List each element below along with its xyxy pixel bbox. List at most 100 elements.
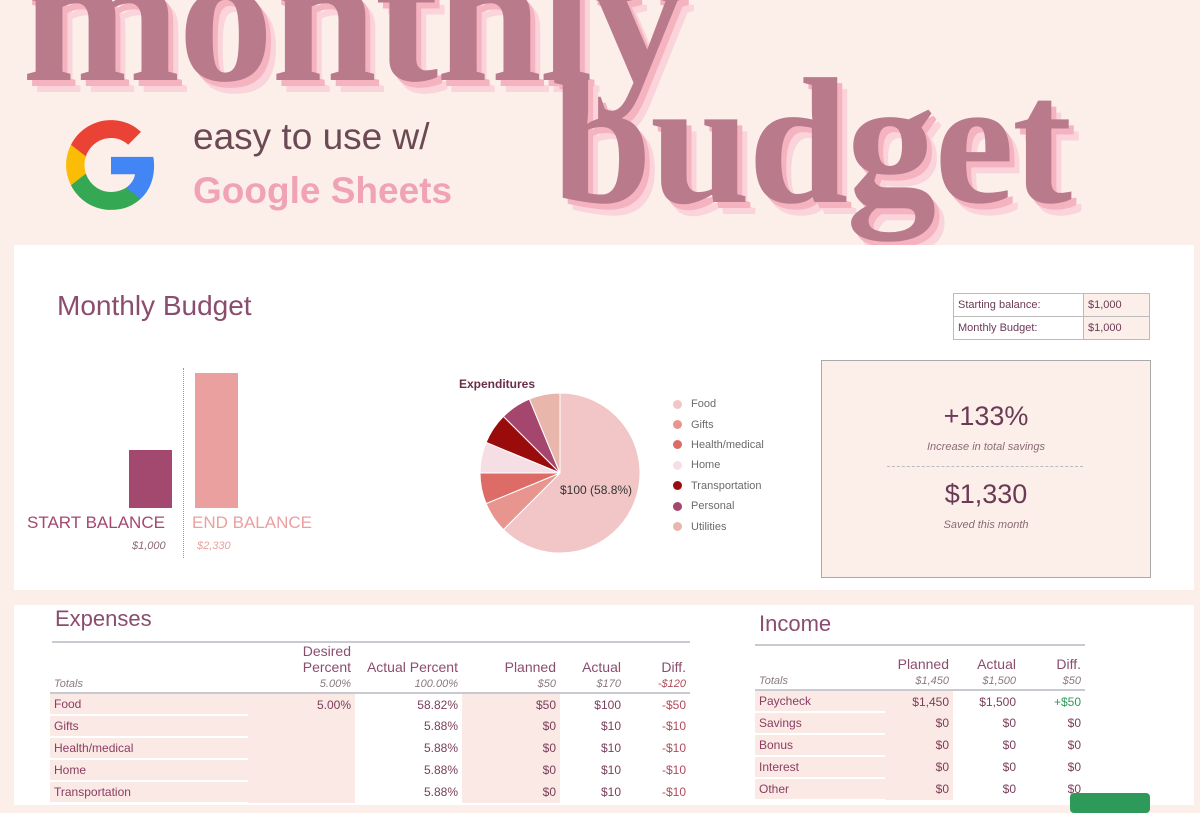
totals-planned: $50 (462, 675, 560, 694)
legend-swatch (673, 522, 682, 532)
income-name[interactable]: Bonus (755, 734, 885, 757)
income-row: Paycheck $1,450 $1,500 +$50 (755, 690, 1085, 713)
income-row: Savings $0 $0 $0 (755, 712, 1085, 735)
legend-label: Home (691, 459, 721, 472)
diff[interactable]: $0 (1067, 760, 1081, 774)
planned[interactable]: $50 (462, 693, 560, 715)
actual-percent[interactable]: 5.88% (423, 719, 458, 733)
legend-label: Food (691, 398, 717, 411)
actual[interactable]: $10 (600, 719, 621, 733)
income-row: Interest $0 $0 $0 (755, 756, 1085, 779)
income-name[interactable]: Interest (755, 756, 885, 779)
desired-percent[interactable]: 5.00% (248, 693, 355, 715)
starting-balance-label: Starting balance: (953, 293, 1084, 317)
expense-name[interactable]: Gifts (50, 715, 248, 738)
bar-divider (183, 368, 184, 558)
hero-title-line2: budget (552, 42, 1072, 241)
desired-percent[interactable] (248, 781, 355, 803)
income-row: Other $0 $0 $0 (755, 778, 1085, 801)
col-actual: Actual (977, 656, 1016, 672)
actual[interactable]: $10 (600, 785, 621, 799)
diff[interactable]: -$10 (661, 785, 686, 799)
expense-row: Home 5.88% $0 $10 -$10 (50, 759, 690, 782)
desired-percent[interactable] (248, 715, 355, 737)
balance-table: Starting balance: $1,000 Monthly Budget: $… (953, 293, 1150, 340)
actual-percent[interactable]: 58.82% (417, 697, 458, 712)
actual[interactable]: $10 (600, 741, 621, 755)
totals-actual: $170 (560, 675, 625, 694)
diff[interactable]: $0 (1067, 738, 1081, 752)
legend-swatch (673, 460, 682, 470)
legend-item: Personal (673, 496, 764, 516)
planned[interactable]: $0 (462, 759, 560, 781)
income-table: Planned Actual Diff. Totals $1,450 $1,50… (755, 646, 1085, 801)
pie-slice-label: $100 (58.8%) (560, 483, 633, 497)
actual[interactable]: $0 (1002, 760, 1016, 774)
legend-label: Personal (691, 500, 735, 513)
totals-desired: 5.00% (248, 675, 355, 694)
income-name[interactable]: Paycheck (755, 690, 885, 713)
legend-item: Food (673, 394, 764, 414)
diff[interactable]: -$10 (661, 719, 686, 733)
totals-label: Totals (50, 675, 248, 694)
planned[interactable]: $0 (885, 778, 953, 800)
legend-swatch (673, 399, 682, 409)
green-action-button[interactable] (1070, 793, 1150, 813)
legend-label: Health/medical (691, 438, 764, 451)
diff[interactable]: +$50 (1053, 694, 1081, 709)
actual-percent[interactable]: 5.88% (423, 785, 458, 799)
monthly-budget-label: Monthly Budget: (953, 316, 1084, 340)
income-name[interactable]: Savings (755, 712, 885, 735)
diff[interactable]: $0 (1067, 782, 1081, 796)
income-name[interactable]: Other (755, 778, 885, 801)
actual[interactable]: $0 (1002, 738, 1016, 752)
expense-name[interactable]: Health/medical (50, 737, 248, 760)
actual[interactable]: $10 (600, 763, 621, 777)
totals-diff: $50 (1020, 672, 1085, 691)
totals-label: Totals (755, 672, 885, 691)
end-balance-value: $2,330 (197, 540, 231, 552)
planned[interactable]: $0 (885, 734, 953, 756)
actual[interactable]: $0 (1002, 782, 1016, 796)
actual-percent[interactable]: 5.88% (423, 763, 458, 777)
planned[interactable]: $0 (462, 737, 560, 759)
totals-row: Totals $1,450 $1,500 $50 (755, 672, 1085, 691)
expense-name[interactable]: Home (50, 759, 248, 782)
expenses-table: Desired Percent Actual Percent Planned A… (50, 643, 690, 804)
actual[interactable]: $100 (594, 697, 621, 712)
planned[interactable]: $0 (462, 781, 560, 803)
legend-item: Health/medical (673, 435, 764, 455)
planned[interactable]: $0 (885, 756, 953, 778)
diff[interactable]: $0 (1067, 716, 1081, 730)
expense-row: Gifts 5.88% $0 $10 -$10 (50, 715, 690, 738)
col-diff: Diff. (1056, 656, 1081, 672)
legend-swatch (673, 481, 682, 491)
diff[interactable]: -$10 (661, 763, 686, 777)
col-actual-percent: Actual Percent (366, 659, 458, 675)
actual[interactable]: $0 (1002, 716, 1016, 730)
expenditures-pie-chart (479, 392, 641, 554)
pie-legend: Food Gifts Health/medical Home Transportatio… (673, 394, 764, 537)
end-balance-bar (195, 372, 238, 508)
actual-percent[interactable]: 5.88% (423, 741, 458, 755)
income-rule (755, 644, 1085, 646)
summary-divider (887, 466, 1083, 467)
legend-swatch (673, 420, 682, 430)
desired-percent[interactable] (248, 737, 355, 759)
starting-balance-value[interactable]: $1,000 (1083, 293, 1150, 317)
planned[interactable]: $0 (885, 712, 953, 734)
expense-row: Transportation 5.88% $0 $10 -$10 (50, 781, 690, 804)
expense-row: Health/medical 5.88% $0 $10 -$10 (50, 737, 690, 760)
planned[interactable]: $1,450 (885, 690, 953, 712)
actual[interactable]: $1,500 (979, 694, 1016, 709)
saved-amount: $1,330 (944, 479, 1028, 509)
monthly-budget-value[interactable]: $1,000 (1083, 316, 1150, 340)
expense-name[interactable]: Food (50, 693, 248, 716)
legend-swatch (673, 440, 682, 450)
legend-item: Gifts (673, 414, 764, 434)
desired-percent[interactable] (248, 759, 355, 781)
diff[interactable]: -$50 (661, 697, 686, 712)
diff[interactable]: -$10 (661, 741, 686, 755)
savings-percent-caption: Increase in total savings (926, 441, 1045, 453)
planned[interactable]: $0 (462, 715, 560, 737)
